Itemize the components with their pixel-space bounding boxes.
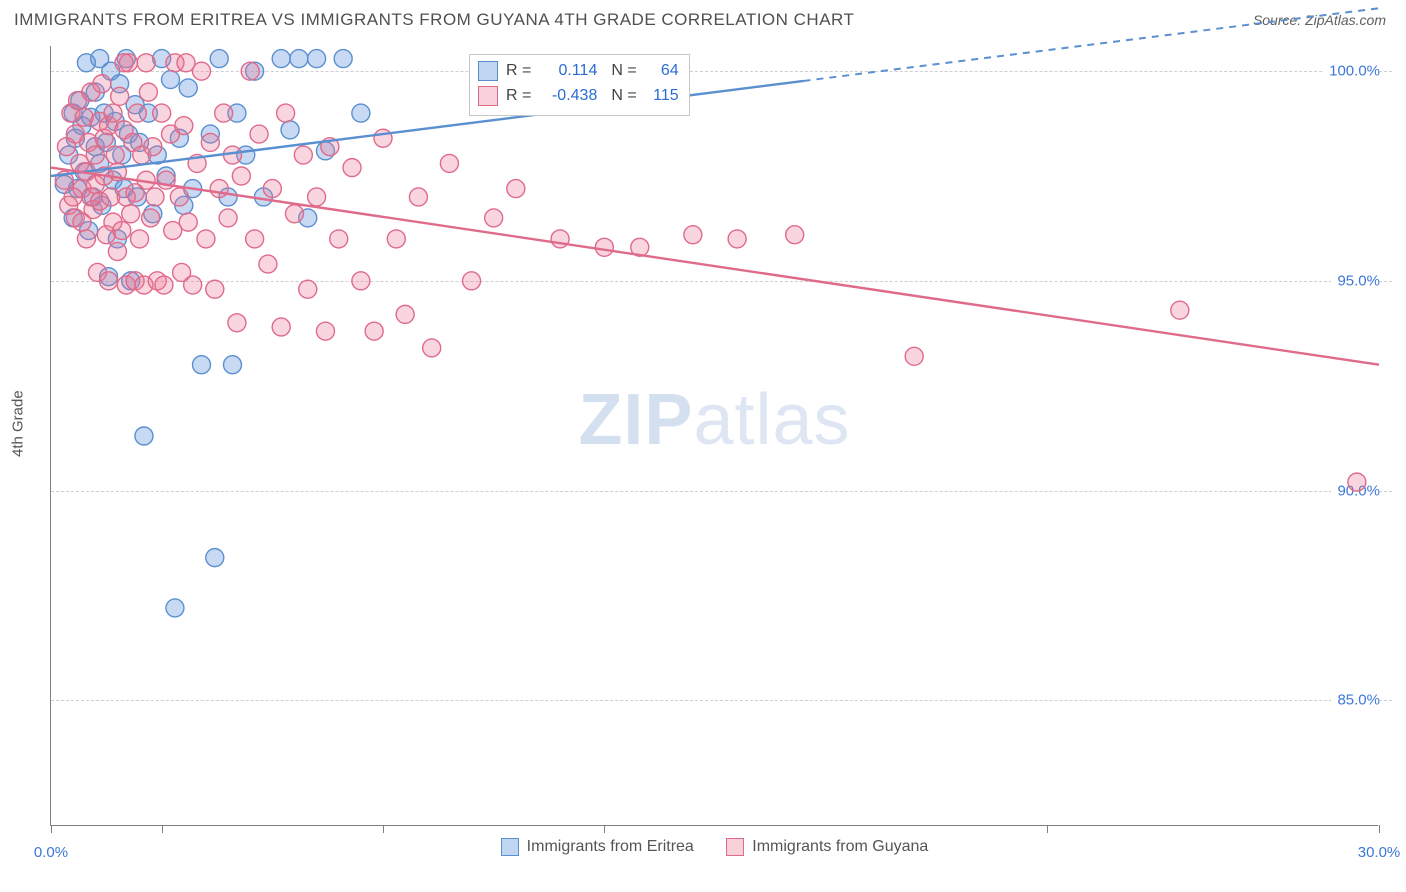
y-axis-label: 4th Grade — [10, 390, 27, 457]
swatch-eritrea-icon — [501, 838, 519, 856]
n-value-eritrea: 64 — [637, 59, 679, 84]
x-tick — [383, 825, 384, 833]
x-tick — [1379, 825, 1380, 833]
x-tick-label: 30.0% — [1358, 844, 1401, 861]
x-tick — [604, 825, 605, 833]
r-value-guyana: -0.438 — [531, 84, 597, 109]
correlation-legend: R = 0.114 N = 64 R = -0.438 N = 115 — [469, 54, 690, 116]
plot-region: ZIPatlas R = 0.114 N = 64 R = -0.438 N =… — [50, 46, 1378, 826]
chart-source: Source: ZipAtlas.com — [1253, 12, 1386, 28]
legend-row-guyana: R = -0.438 N = 115 — [478, 84, 679, 109]
scatter-canvas — [51, 46, 1379, 826]
swatch-eritrea — [478, 61, 498, 81]
legend-item-guyana: Immigrants from Guyana — [726, 838, 928, 856]
swatch-guyana-icon — [726, 838, 744, 856]
legend-row-eritrea: R = 0.114 N = 64 — [478, 59, 679, 84]
r-value-eritrea: 0.114 — [531, 59, 597, 84]
legend-item-eritrea: Immigrants from Eritrea — [501, 838, 694, 856]
chart-title: IMMIGRANTS FROM ERITREA VS IMMIGRANTS FR… — [14, 10, 854, 30]
swatch-guyana — [478, 86, 498, 106]
series-legend: Immigrants from Eritrea Immigrants from … — [51, 838, 1378, 861]
x-tick — [1047, 825, 1048, 833]
chart-area: 4th Grade ZIPatlas R = 0.114 N = 64 R = … — [14, 40, 1392, 874]
n-value-guyana: 115 — [637, 84, 679, 109]
x-tick — [51, 825, 52, 833]
x-tick-label: 0.0% — [34, 844, 68, 861]
x-tick — [162, 825, 163, 833]
